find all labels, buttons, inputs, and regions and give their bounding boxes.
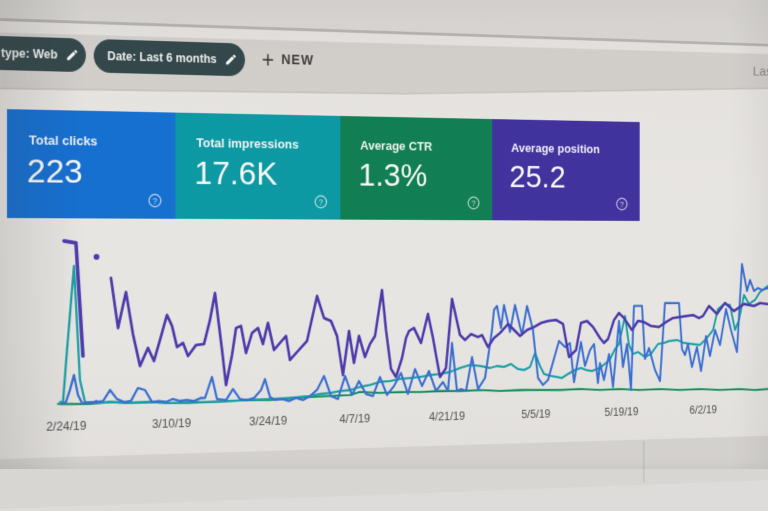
svg-text:?: ? (620, 200, 624, 209)
svg-text:?: ? (471, 198, 475, 207)
svg-text:?: ? (153, 196, 158, 206)
svg-text:?: ? (319, 197, 324, 207)
